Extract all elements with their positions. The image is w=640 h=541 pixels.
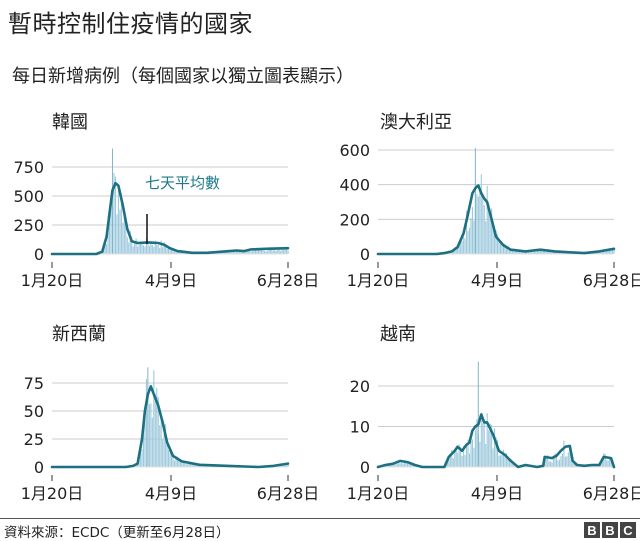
source-note: 資料來源：ECDC（更新至6月28日） bbox=[4, 521, 230, 541]
svg-text:6月28日: 6月28日 bbox=[257, 271, 320, 290]
chart-2: 0 25 50 75 1月20日 4月9日 6月28日 bbox=[21, 367, 320, 503]
svg-text:1月20日: 1月20日 bbox=[347, 271, 410, 290]
svg-text:6月28日: 6月28日 bbox=[583, 271, 640, 290]
bbc-logo-letter: B bbox=[602, 522, 618, 538]
svg-text:75: 75 bbox=[24, 374, 44, 393]
svg-text:500: 500 bbox=[13, 187, 44, 206]
svg-text:4月9日: 4月9日 bbox=[471, 484, 523, 503]
svg-text:200: 200 bbox=[339, 210, 370, 229]
chart-1: 0 200 400 600 1月20日 4月9日 6月28日 bbox=[339, 141, 640, 290]
svg-text:1月20日: 1月20日 bbox=[347, 484, 410, 503]
svg-text:250: 250 bbox=[13, 216, 44, 235]
chart-3: 0 10 20 1月20日 4月9日 6月28日 bbox=[347, 362, 640, 503]
svg-text:6月28日: 6月28日 bbox=[257, 484, 320, 503]
svg-text:20: 20 bbox=[350, 377, 370, 396]
bbc-logo-letter: B bbox=[584, 522, 600, 538]
svg-text:25: 25 bbox=[24, 430, 44, 449]
svg-text:4月9日: 4月9日 bbox=[145, 484, 197, 503]
svg-text:4月9日: 4月9日 bbox=[145, 271, 197, 290]
footer-divider bbox=[0, 518, 640, 519]
svg-text:0: 0 bbox=[360, 245, 370, 264]
bbc-logo-letter: C bbox=[620, 522, 636, 538]
svg-text:0: 0 bbox=[360, 458, 370, 477]
svg-text:750: 750 bbox=[13, 158, 44, 177]
bbc-logo: B B C bbox=[584, 522, 636, 538]
svg-text:10: 10 bbox=[350, 418, 370, 437]
svg-text:七天平均數: 七天平均數 bbox=[145, 174, 220, 192]
svg-text:400: 400 bbox=[339, 176, 370, 195]
svg-text:1月20日: 1月20日 bbox=[21, 271, 84, 290]
svg-text:0: 0 bbox=[34, 458, 44, 477]
svg-text:50: 50 bbox=[24, 402, 44, 421]
svg-text:600: 600 bbox=[339, 141, 370, 160]
svg-text:6月28日: 6月28日 bbox=[583, 484, 640, 503]
svg-text:4月9日: 4月9日 bbox=[471, 271, 523, 290]
svg-text:1月20日: 1月20日 bbox=[21, 484, 84, 503]
chart-0: 0 250 500 750 1月20日 4月9日 6月28日 七天平均數 bbox=[13, 149, 319, 290]
svg-text:0: 0 bbox=[34, 245, 44, 264]
